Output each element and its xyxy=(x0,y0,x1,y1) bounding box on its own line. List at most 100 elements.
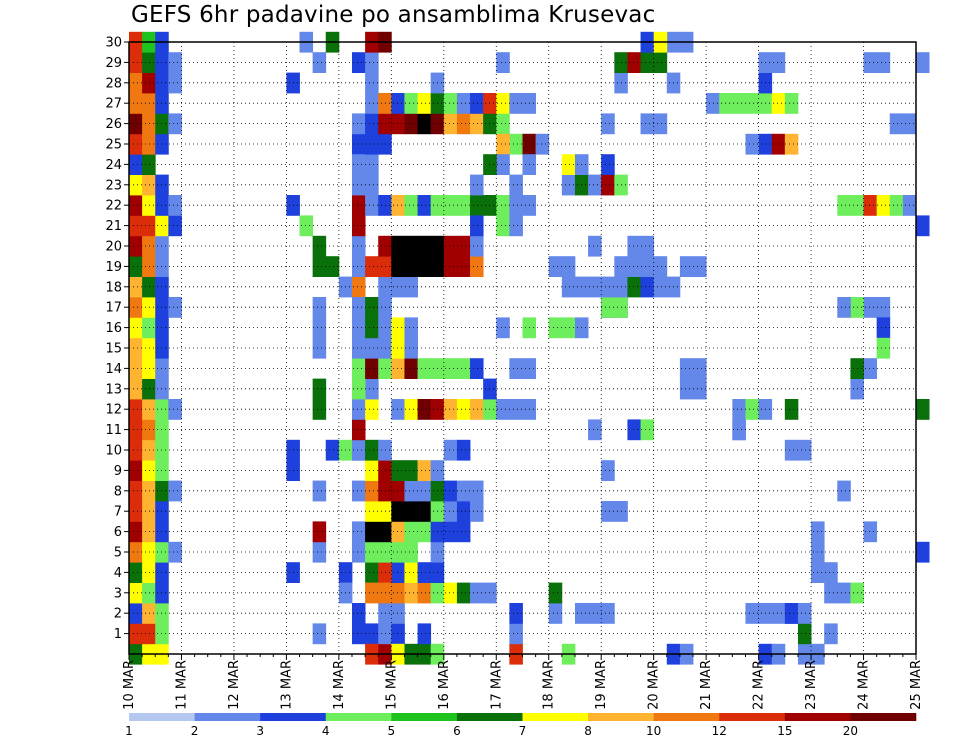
heatmap-cell xyxy=(456,195,471,216)
y-tick-label: 18 xyxy=(105,280,122,295)
heatmap-cell xyxy=(470,174,484,196)
heatmap-cell xyxy=(496,317,510,339)
heatmap-cell xyxy=(404,317,418,339)
heatmap-cell xyxy=(391,521,405,543)
heatmap-cell xyxy=(404,541,418,563)
heatmap-cell xyxy=(365,195,379,216)
heatmap-cell xyxy=(456,582,471,604)
heatmap-cell xyxy=(417,623,432,645)
y-tick-label: 4 xyxy=(114,566,122,581)
heatmap-cell xyxy=(129,215,143,237)
heatmap-cell xyxy=(351,256,366,277)
y-tick-label: 23 xyxy=(105,178,122,193)
heatmap-cell xyxy=(129,623,143,645)
heatmap-cell xyxy=(404,460,418,481)
heatmap-cell xyxy=(548,256,563,277)
heatmap-cell xyxy=(129,317,143,339)
heatmap-cell xyxy=(876,195,891,216)
heatmap-cell xyxy=(142,317,156,339)
y-tick-label: 28 xyxy=(105,76,122,91)
heatmap-cell xyxy=(456,113,471,135)
x-tick-label: 25 MAR xyxy=(909,660,924,710)
heatmap-cell xyxy=(470,235,484,257)
heatmap-cell xyxy=(142,154,156,175)
heatmap-cell xyxy=(404,276,418,298)
heatmap-cell xyxy=(391,541,405,563)
heatmap-cell xyxy=(391,317,405,339)
x-tick-label: 17 MAR xyxy=(489,660,504,710)
heatmap-cell xyxy=(129,235,143,257)
y-tick-label: 7 xyxy=(114,505,122,520)
heatmap-cell xyxy=(391,399,405,420)
colorbar-segment xyxy=(719,713,786,721)
heatmap-cell xyxy=(470,399,484,420)
heatmap-cell xyxy=(404,256,418,277)
heatmap-cell xyxy=(784,603,799,624)
heatmap-cell xyxy=(129,541,143,563)
heatmap-cell xyxy=(470,195,484,216)
heatmap-cell xyxy=(417,460,432,481)
heatmap-cell xyxy=(824,562,838,583)
heatmap-cell xyxy=(601,113,615,135)
colorbar-label: 7 xyxy=(519,724,527,738)
heatmap-cell xyxy=(601,154,615,175)
heatmap-cell xyxy=(378,623,392,645)
heatmap-cell xyxy=(312,256,327,277)
heatmap-cell xyxy=(456,480,471,502)
heatmap-cell xyxy=(509,215,523,237)
colorbar-label: 15 xyxy=(777,724,792,738)
heatmap-cell xyxy=(351,215,366,237)
heatmap-cell xyxy=(129,276,143,298)
heatmap-cell xyxy=(627,52,641,73)
heatmap-cell xyxy=(365,378,379,400)
heatmap-cell xyxy=(312,399,327,420)
heatmap-cell xyxy=(456,235,471,257)
colorbar-label: 8 xyxy=(584,724,592,738)
y-tick-label: 10 xyxy=(105,444,122,459)
heatmap-cell xyxy=(509,623,523,645)
heatmap-cell xyxy=(745,603,759,624)
y-tick-label: 1 xyxy=(114,627,122,642)
heatmap-cell xyxy=(601,460,615,481)
heatmap-cell xyxy=(417,93,432,114)
heatmap-cell xyxy=(129,133,143,155)
heatmap-cell xyxy=(378,582,392,604)
y-tick-label: 30 xyxy=(105,36,122,51)
heatmap-cell xyxy=(627,276,641,298)
heatmap-cell xyxy=(129,501,143,522)
heatmap-cell xyxy=(142,419,156,441)
heatmap-cell xyxy=(312,297,327,318)
y-tick-label: 2 xyxy=(114,607,122,622)
heatmap-cell xyxy=(509,93,523,114)
heatmap-cell xyxy=(351,378,366,400)
heatmap-cell xyxy=(142,399,156,420)
heatmap-cell xyxy=(443,501,458,522)
heatmap-cell xyxy=(142,541,156,563)
colorbar-segment xyxy=(129,713,195,721)
heatmap-cell xyxy=(588,603,602,624)
heatmap-cell xyxy=(351,521,366,543)
y-tick-label: 9 xyxy=(114,464,122,479)
heatmap-cell xyxy=(391,337,405,359)
heatmap-cell xyxy=(142,378,156,400)
heatmap-cell xyxy=(693,358,707,379)
heatmap-cell xyxy=(378,235,392,257)
x-tick-label: 15 MAR xyxy=(384,660,399,710)
heatmap-cell xyxy=(863,52,878,73)
heatmap-cell xyxy=(142,439,156,461)
heatmap-cell xyxy=(351,419,366,441)
heatmap-cell xyxy=(640,276,655,298)
heatmap-cell xyxy=(863,358,878,379)
heatmap-cell xyxy=(142,256,156,277)
y-tick-label: 27 xyxy=(105,97,122,112)
y-tick-label: 16 xyxy=(105,321,122,336)
heatmap-cell xyxy=(378,480,392,502)
heatmap-cell xyxy=(142,358,156,379)
heatmap-cell xyxy=(417,113,432,135)
colorbar-label: 6 xyxy=(453,724,461,738)
heatmap-cell xyxy=(916,52,930,73)
heatmap-cell xyxy=(142,603,156,624)
heatmap-cell xyxy=(351,603,366,624)
heatmap-cell xyxy=(351,113,366,135)
colorbar-label: 2 xyxy=(191,724,199,738)
